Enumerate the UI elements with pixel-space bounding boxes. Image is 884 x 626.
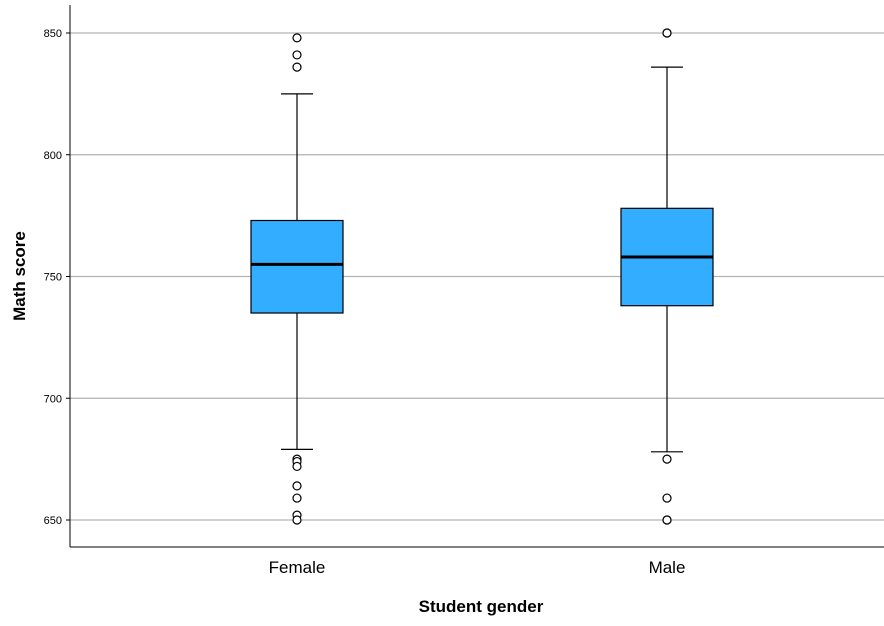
category-label-male: Male: [649, 558, 686, 577]
y-axis-title: Math score: [10, 231, 29, 321]
category-labels: Female Male: [269, 558, 686, 577]
outlier-point: [662, 493, 672, 503]
y-tick-label: 700: [44, 393, 62, 405]
y-tick-label: 650: [44, 515, 62, 527]
outlier-point: [662, 515, 672, 525]
outlier-point: [292, 481, 302, 491]
iqr-box: [250, 219, 344, 314]
y-tick-label: 750: [44, 272, 62, 284]
category-label-female: Female: [269, 558, 326, 577]
y-tick-labels: 650 700 750 800 850: [44, 28, 70, 527]
outlier-point: [292, 515, 302, 525]
outlier-point: [292, 50, 302, 60]
box-male: [620, 28, 714, 525]
outlier-point: [662, 454, 672, 464]
outlier-point: [292, 493, 302, 503]
gridlines: [70, 32, 884, 521]
y-tick-label: 850: [44, 28, 62, 40]
outlier-point: [292, 62, 302, 72]
outlier-point: [662, 28, 672, 38]
boxes: [250, 28, 714, 525]
x-axis-title: Student gender: [419, 597, 544, 616]
box-female: [250, 33, 344, 525]
outlier-point: [292, 33, 302, 43]
y-tick-label: 800: [44, 150, 62, 162]
outlier-point: [292, 461, 302, 472]
